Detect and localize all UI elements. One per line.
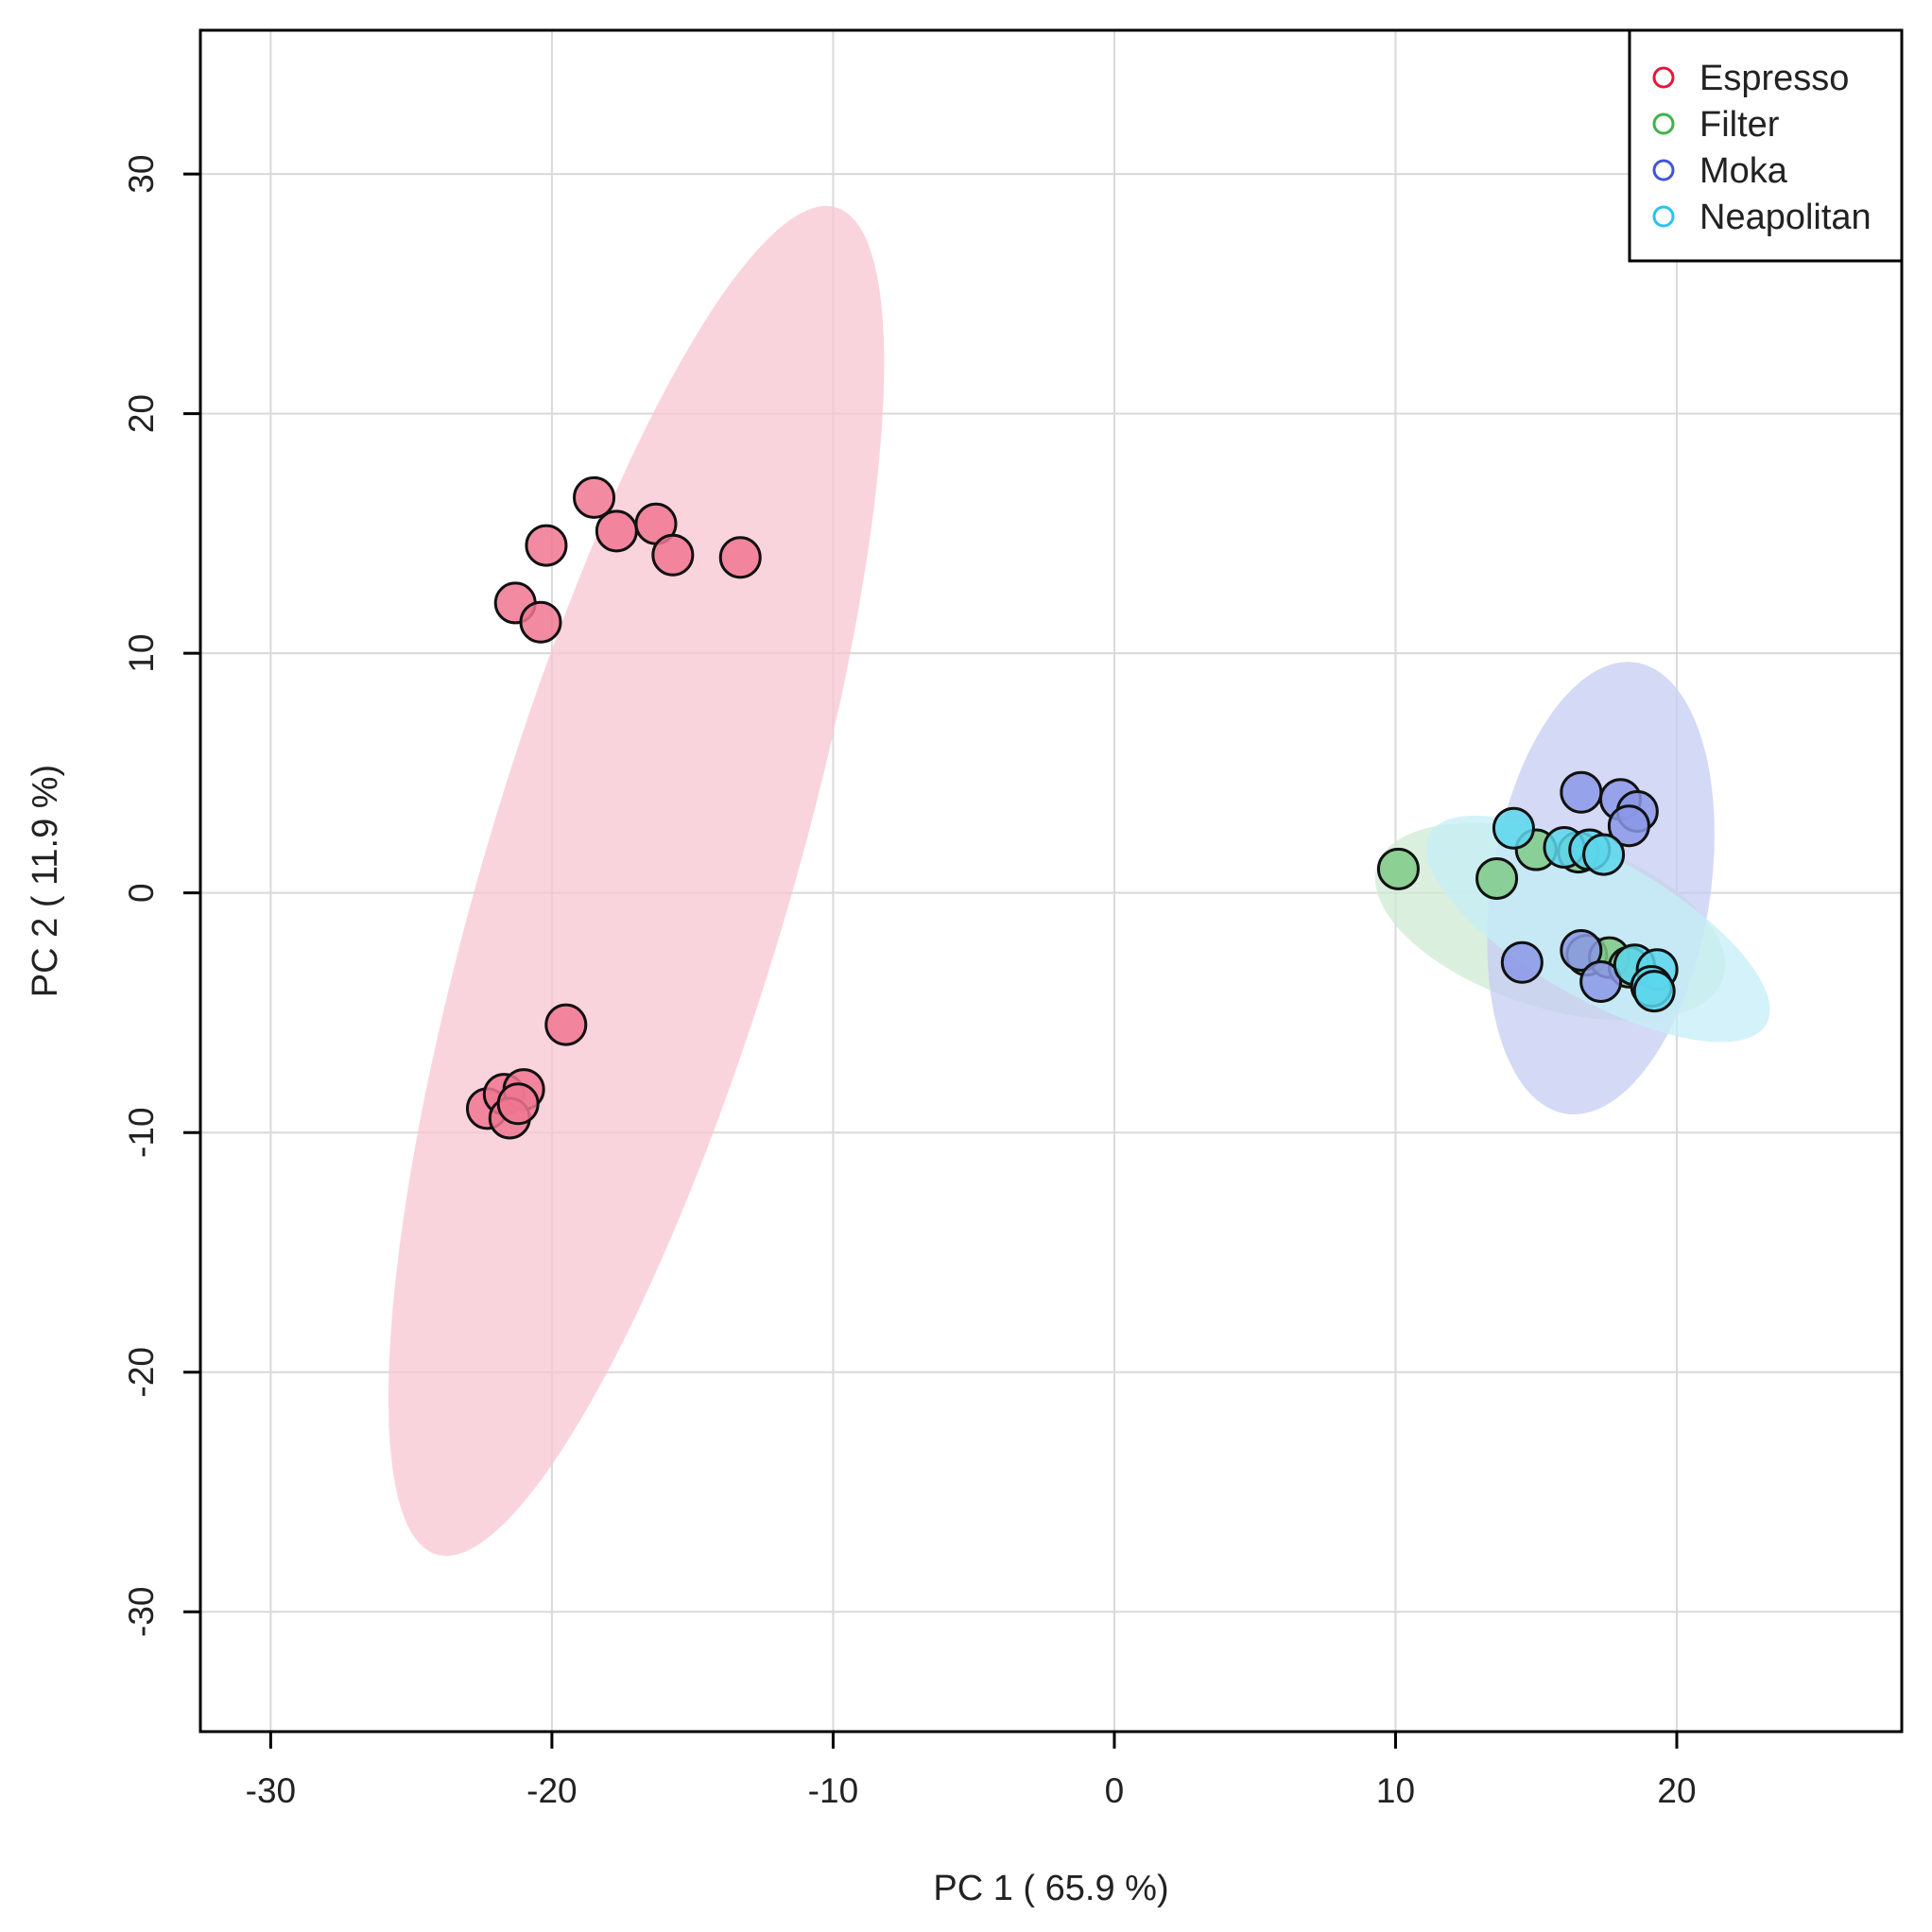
legend-box [1628,28,1904,263]
point-neapolitan [1632,970,1676,1013]
point-moka [1607,804,1650,848]
x-tick-label: 0 [1105,1771,1125,1810]
point-espresso [651,533,695,577]
y-axis-label: PC 2 ( 11.9 %) [26,765,65,997]
point-moka [1579,959,1623,1003]
legend-marker-filter [1652,112,1675,135]
ellipse-espresso [388,205,885,1557]
x-tick-label: 20 [1657,1771,1696,1810]
y-tick-label: 30 [122,155,161,194]
point-espresso [496,1082,540,1126]
legend-label-neapolitan: Neapolitan [1699,198,1872,237]
y-tick-label: 20 [122,394,161,433]
point-filter [1475,856,1519,900]
legend-marker-moka [1652,159,1675,181]
point-espresso [718,536,762,579]
data-points [465,475,1679,1140]
y-tick-label: 10 [122,634,161,673]
legend-label-espresso: Espresso [1699,59,1849,98]
legend-marker-espresso [1652,66,1675,89]
point-espresso [525,524,568,567]
point-neapolitan [1492,806,1535,850]
point-moka [1560,770,1603,814]
point-espresso [595,509,638,553]
x-axis-label: PC 1 ( 65.9 %) [933,1869,1168,1908]
point-espresso [573,475,616,519]
point-moka [1500,940,1544,984]
y-tick-label: -10 [122,1107,161,1157]
x-tick-label: 10 [1376,1771,1415,1810]
point-neapolitan [1582,833,1626,876]
legend-label-filter: Filter [1699,105,1780,145]
legend-marker-neapolitan [1652,205,1675,228]
y-axis-ticks: -30 -20 -10 0 10 20 30 [122,155,200,1637]
x-tick-label: -10 [808,1771,858,1810]
legend: Espresso Filter Moka Neapolitan [1628,28,1904,263]
legend-label-moka: Moka [1699,151,1788,191]
point-espresso [519,600,562,644]
point-filter [1376,847,1420,890]
confidence-ellipses [388,205,1770,1557]
point-espresso [544,1003,588,1046]
point-moka [1560,929,1603,973]
y-tick-label: -20 [122,1347,161,1397]
y-tick-label: -30 [122,1586,161,1636]
x-axis-ticks: -30 -20 -10 0 10 20 [246,1732,1697,1810]
plot-frame [198,28,1904,1734]
x-tick-label: -30 [246,1771,296,1810]
x-tick-label: -20 [526,1771,577,1810]
y-tick-label: 0 [122,883,161,903]
